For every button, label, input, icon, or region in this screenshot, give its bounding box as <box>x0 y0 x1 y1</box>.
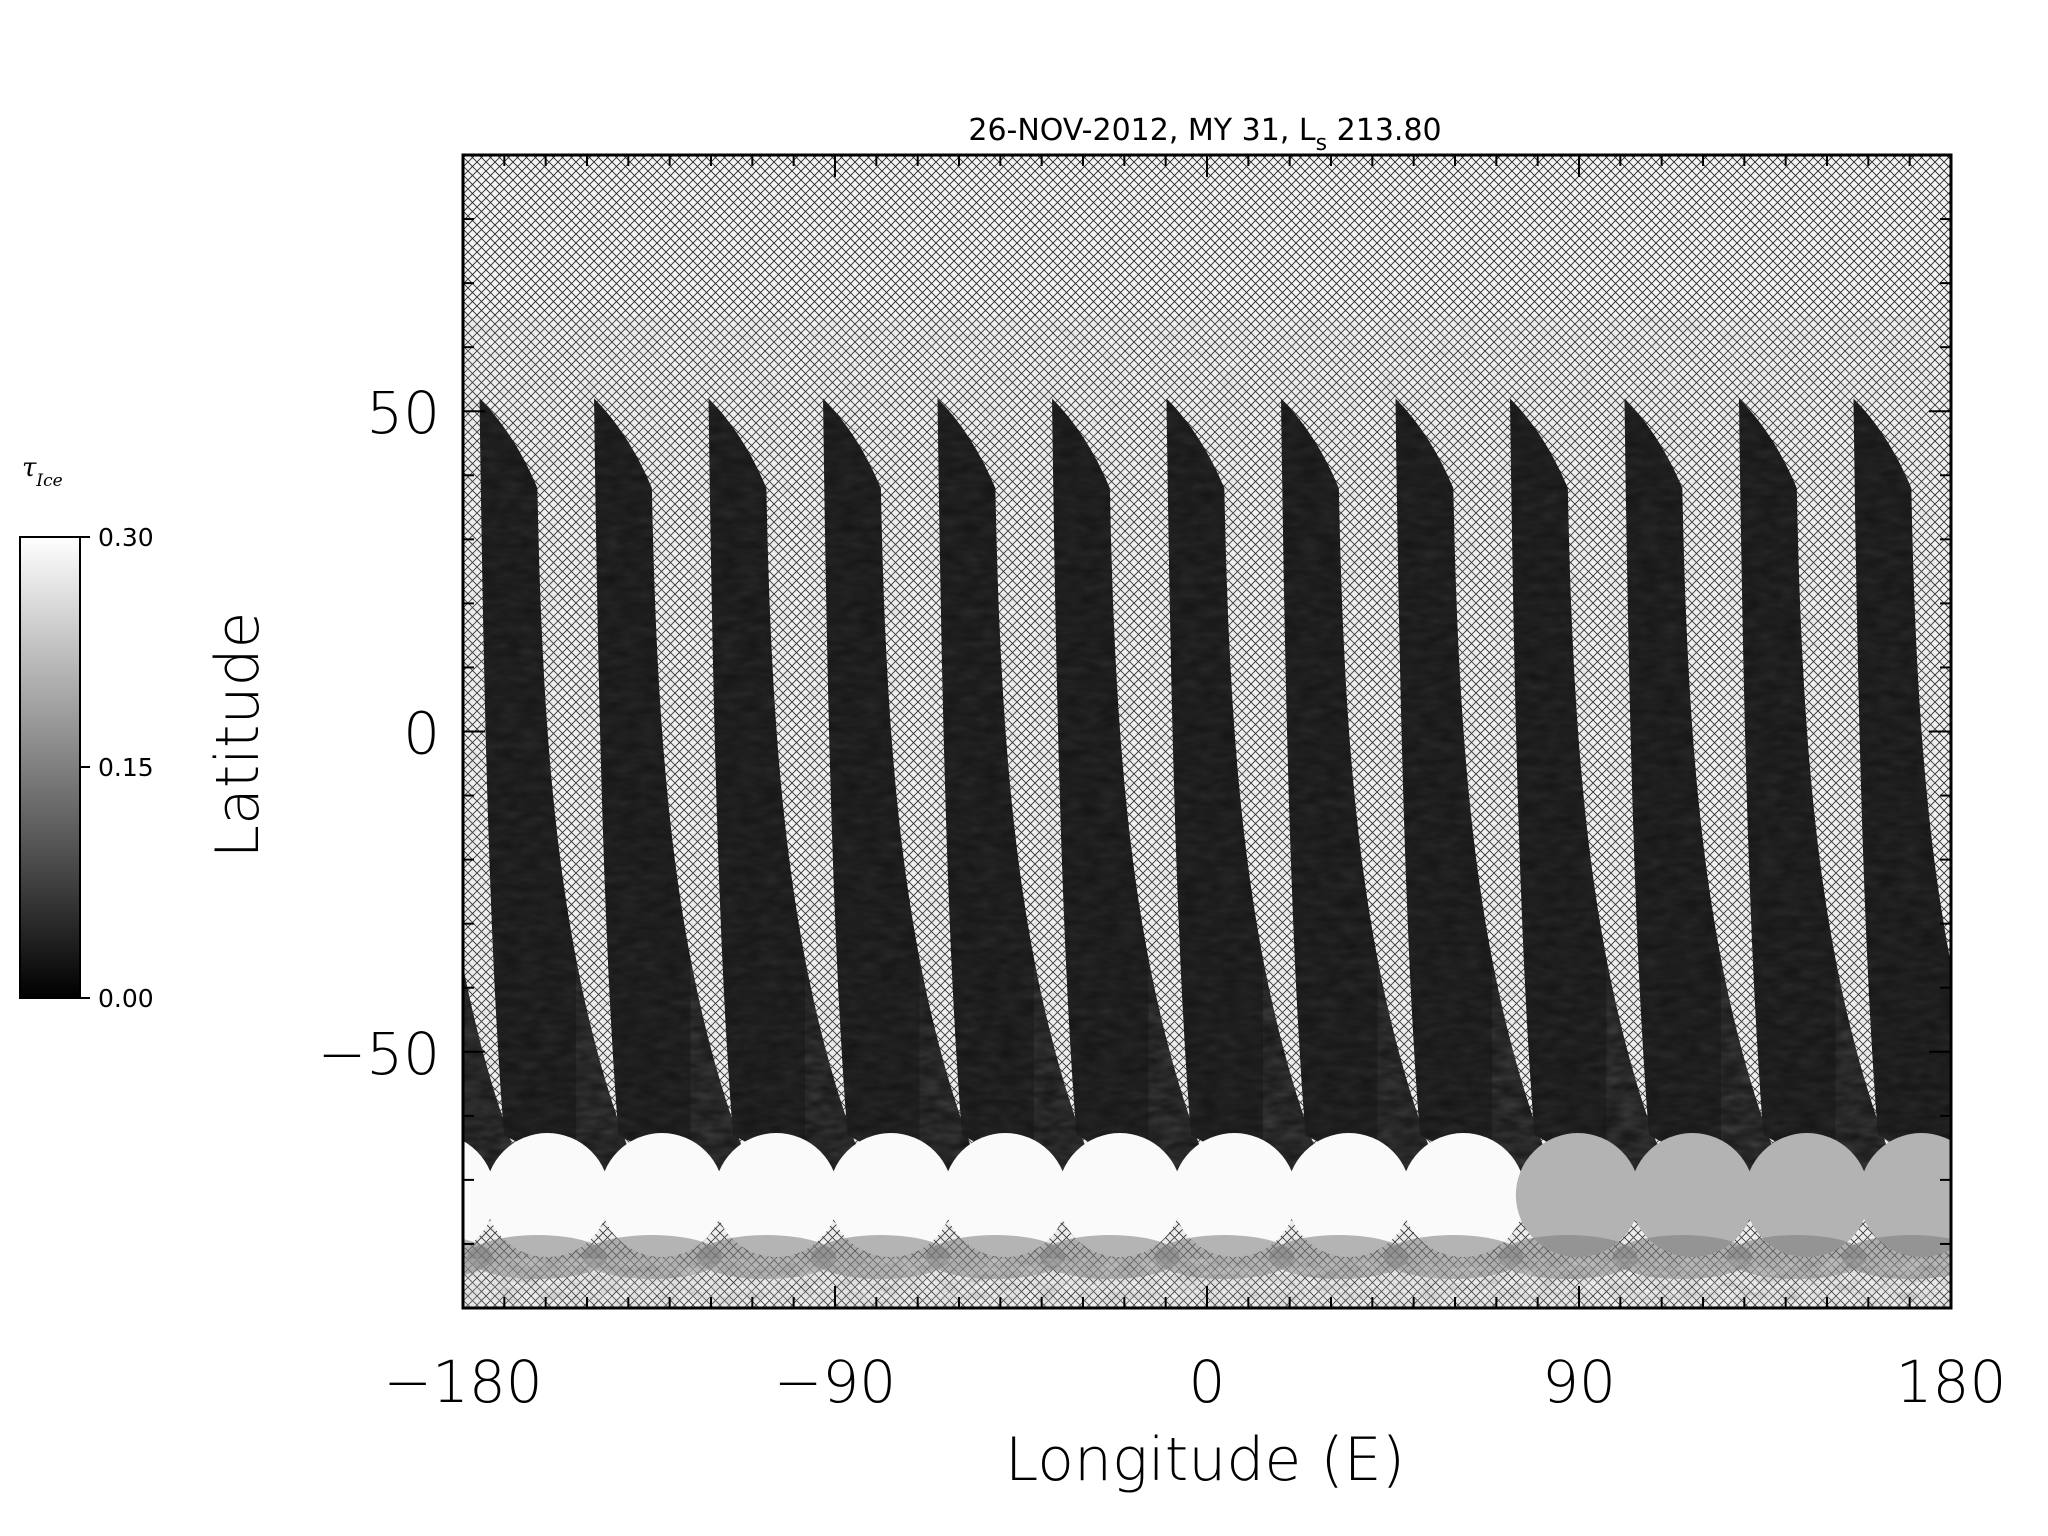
polar-cap-patch <box>1057 1133 1182 1258</box>
x-tick-label: 0 <box>1189 1348 1226 1416</box>
colorbar-label-symbol: τ <box>22 453 37 483</box>
chart-title: 26-NOV-2012, MY 31, Ls 213.80 <box>968 113 1441 156</box>
polar-cap-patch <box>1401 1133 1526 1258</box>
swath-texture <box>1624 398 1803 1219</box>
plot-area <box>463 155 1951 1308</box>
swath-texture <box>1280 398 1459 1219</box>
swath-texture <box>463 965 543 1219</box>
colorbar: τIce 0.30 0.15 0.00 <box>19 453 154 1013</box>
colorbar-gradient <box>19 536 81 999</box>
polar-cap-patch <box>1515 1133 1640 1258</box>
polar-cap-patch <box>1859 1133 1951 1258</box>
swath-texture <box>823 398 1001 1219</box>
x-tick-label: −90 <box>774 1348 896 1416</box>
colorbar-label: τIce <box>22 453 63 491</box>
swath-texture <box>1052 398 1230 1219</box>
y-tick-label: 0 <box>403 700 440 768</box>
swath-texture <box>1395 398 1574 1219</box>
colorbar-ticks: 0.30 0.15 0.00 <box>80 523 154 1013</box>
swath-texture <box>937 398 1116 1219</box>
polar-cap-patch <box>943 1133 1068 1258</box>
colorbar-tick-label: 0.15 <box>98 753 154 782</box>
colorbar-tick-label: 0.30 <box>98 523 154 552</box>
title-ls-subscript: s <box>1316 131 1327 156</box>
polar-cap-patch <box>463 1140 495 1250</box>
polar-cap-patch <box>1286 1133 1411 1258</box>
polar-cap-patch <box>1744 1133 1869 1258</box>
swath-texture <box>1853 398 1951 1175</box>
swath-layer <box>463 398 1951 1219</box>
swath-texture <box>708 398 887 1219</box>
title-ls-value: 213.80 <box>1337 113 1442 148</box>
title-ls-symbol: L <box>1299 113 1316 148</box>
y-tick-label: 50 <box>366 379 440 447</box>
colorbar-label-subscript: Ice <box>35 471 62 491</box>
y-tick-label: −50 <box>318 1020 440 1088</box>
polar-cap-patch <box>1172 1133 1297 1258</box>
swath-texture <box>1166 398 1345 1219</box>
polar-cap-patch <box>599 1133 724 1258</box>
title-date: 26-NOV-2012 <box>968 113 1168 148</box>
polar-cap-patch <box>714 1133 839 1258</box>
swath-texture <box>594 398 772 1219</box>
x-tick-label: −180 <box>383 1348 542 1416</box>
swath-texture <box>1509 398 1688 1219</box>
polar-cap-layer <box>463 1133 1951 1308</box>
x-axis-label: Longitude (E) <box>1005 1425 1405 1495</box>
x-tick-label: 180 <box>1896 1348 2007 1416</box>
polar-cap-patch <box>1630 1133 1755 1258</box>
swath-texture <box>1738 398 1917 1219</box>
polar-cap-patch <box>485 1133 610 1258</box>
axes: −180 −90 0 90 180 −50 0 50 <box>318 154 2007 1416</box>
title-mars-year: MY 31 <box>1188 113 1280 148</box>
swath-texture <box>479 398 658 1219</box>
y-axis-label: Latitude <box>203 612 273 859</box>
x-tick-label: 90 <box>1542 1348 1616 1416</box>
polar-cap-patch <box>828 1133 953 1258</box>
colorbar-tick-label: 0.00 <box>98 984 154 1013</box>
